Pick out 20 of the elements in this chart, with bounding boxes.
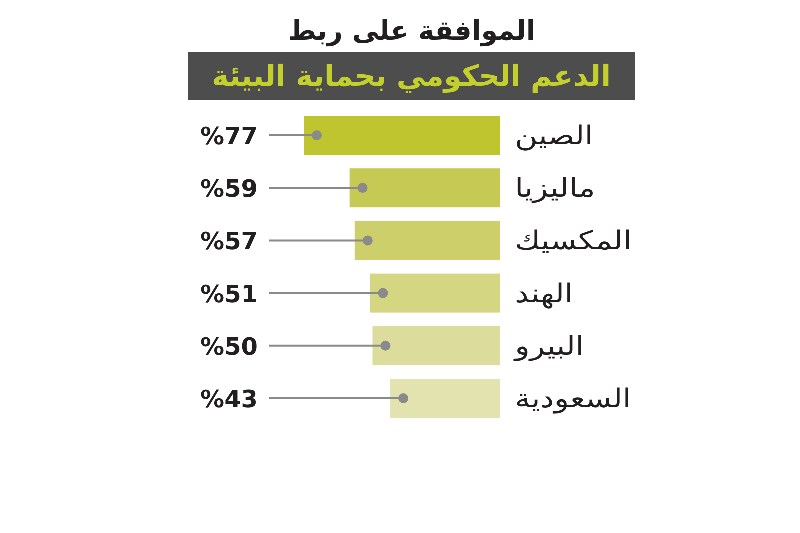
bar [370,274,500,313]
y-tick-label: السعودية [515,383,632,414]
y-tick-label: ماليزيا [515,172,596,204]
bar [390,379,500,418]
y-tick-label: الصين [515,120,594,151]
bar [354,221,500,260]
y-tick-label: الهند [515,278,574,309]
data-label: %50 [200,332,258,361]
data-label: %77 [200,122,258,150]
y-tick-label: المكسيك [515,225,632,256]
bar [372,326,500,366]
chart-subtitle: الدعم الحكومي بحماية البيئة [212,59,612,94]
chart-title: الموافقة على ربط [288,16,536,47]
bar [350,168,500,208]
y-tick-label: البيرو [512,330,584,362]
data-label: %59 [200,175,258,204]
data-label: %51 [200,280,258,308]
data-label: %43 [200,386,258,414]
data-label: %57 [200,228,258,256]
bar [304,116,500,155]
